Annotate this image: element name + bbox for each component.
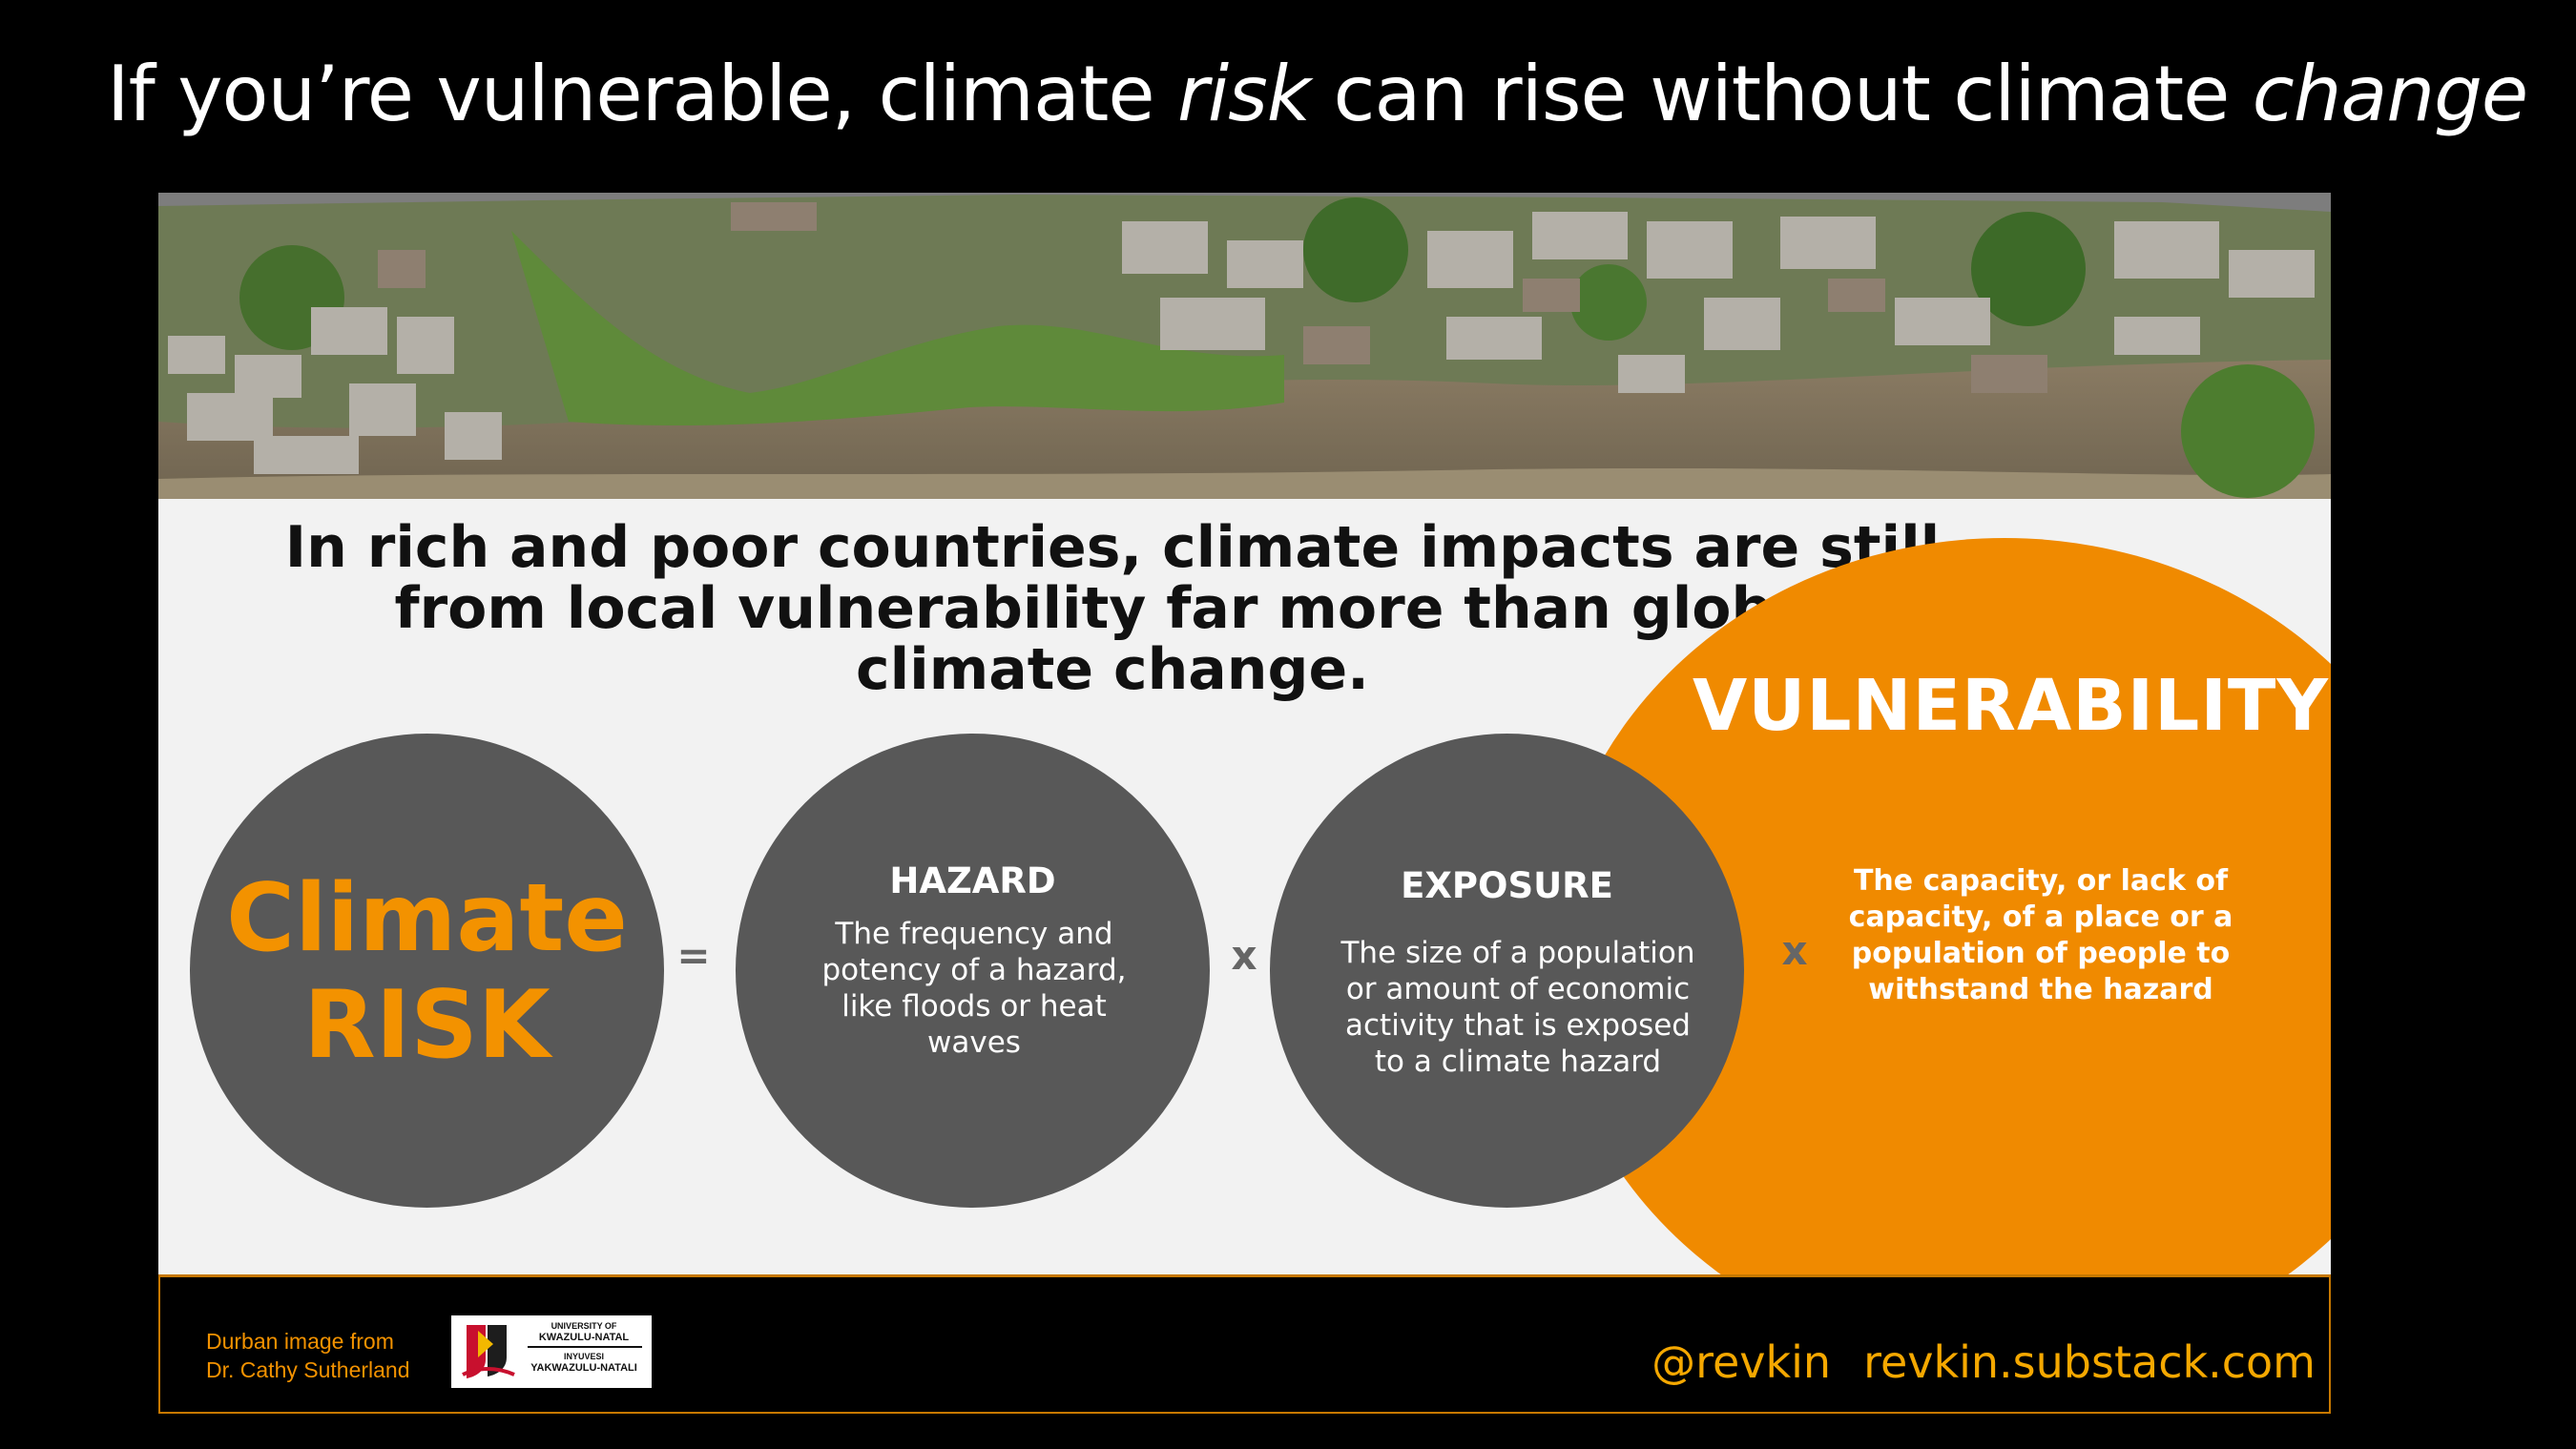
climate-risk-circle (190, 734, 664, 1208)
vulnerability-description: The capacity, or lack of capacity, of a … (1848, 864, 2233, 1006)
exposure-description: The size of a population or amount of ec… (1340, 936, 1695, 1079)
credit-line-2: Dr. Cathy Sutherland (206, 1357, 410, 1382)
hazard-circle (736, 734, 1210, 1208)
title-emphasis-change: change (2252, 50, 2528, 138)
ukzn-shield-icon (462, 1325, 515, 1378)
title-text-1: If you’re vulnerable, climate (107, 50, 1177, 138)
headline: In rich and poor countries, climate impa… (284, 514, 1941, 703)
title-text-2: can rise without climate (1310, 50, 2253, 138)
image-credit: Durban image from Dr. Cathy Sutherland (206, 1327, 410, 1384)
credit-line-1: Durban image from (206, 1329, 394, 1354)
climate-risk-label: Climate RISK (190, 865, 664, 1079)
substack-link[interactable]: revkin.substack.com (1863, 1336, 2316, 1388)
logo-line-1: UNIVERSITY OF (551, 1321, 617, 1331)
hazard-description: The frequency and potency of a hazard, l… (821, 917, 1127, 1060)
times-sign-2: x (1781, 927, 1808, 974)
footer-bar: Durban image from Dr. Cathy Sutherland U… (158, 1274, 2331, 1414)
exposure-heading: EXPOSURE (1401, 865, 1613, 906)
slide-title: If you’re vulnerable, climate risk can r… (107, 50, 2528, 138)
aerial-photo (158, 193, 2331, 499)
author-links: @revkin revkin.substack.com (1652, 1336, 2316, 1388)
climate-risk-line1: Climate (226, 864, 628, 973)
climate-risk-line2: RISK (303, 971, 551, 1080)
twitter-handle[interactable]: @revkin (1652, 1336, 1832, 1388)
infographic-panel: In rich and poor countries, climate impa… (158, 193, 2331, 1414)
equals-sign: = (676, 932, 711, 979)
title-emphasis-risk: risk (1177, 50, 1311, 138)
ukzn-logo: UNIVERSITY OF KWAZULU-NATAL INYUVESI YAK… (451, 1315, 652, 1388)
logo-line-3: INYUVESI (563, 1352, 604, 1361)
hazard-heading: HAZARD (889, 860, 1056, 901)
exposure-circle (1270, 734, 1744, 1208)
logo-line-4: YAKWAZULU-NATALI (530, 1362, 637, 1374)
times-sign-1: x (1231, 932, 1257, 979)
logo-line-2: KWAZULU-NATAL (538, 1332, 630, 1343)
vulnerability-heading: VULNERABILITY (1693, 665, 2329, 747)
logo-divider (528, 1346, 642, 1348)
